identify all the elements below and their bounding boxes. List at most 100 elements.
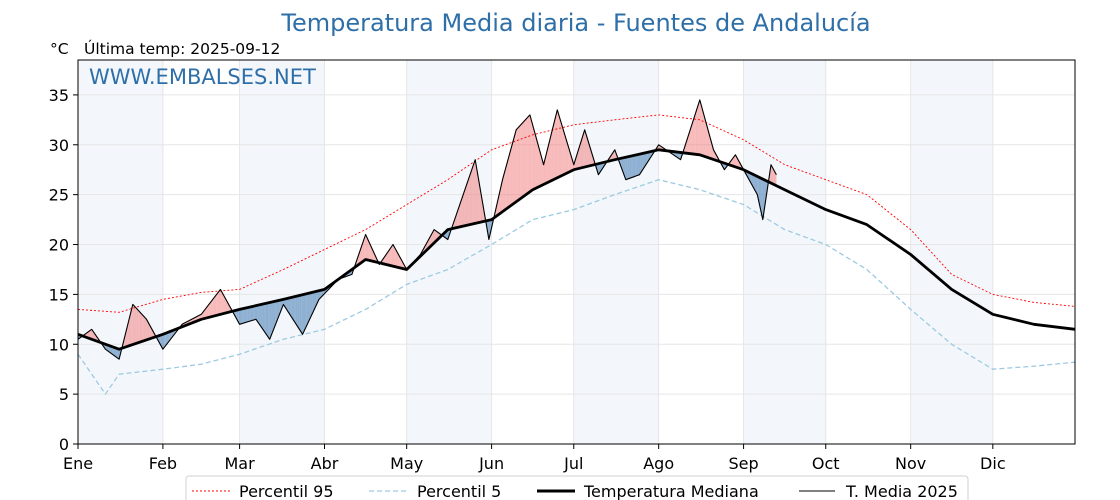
fill-below-median xyxy=(312,292,314,314)
fill-below-median xyxy=(761,178,763,220)
fill-above-median xyxy=(134,305,136,345)
fill-below-median xyxy=(301,294,303,335)
fill-above-median xyxy=(694,112,696,155)
fill-below-median xyxy=(620,158,622,169)
fill-above-median xyxy=(366,237,369,261)
last-temp-label: Última temp: 2025-09-12 xyxy=(84,39,280,58)
month-band xyxy=(573,60,659,444)
plot-frame xyxy=(77,59,1076,445)
fill-above-median xyxy=(368,240,370,261)
month-band xyxy=(406,60,492,444)
fill-below-median xyxy=(636,154,639,176)
fill-above-median xyxy=(770,164,773,184)
fill-below-median xyxy=(313,291,315,312)
fill-above-median xyxy=(536,139,539,188)
fill-above-median xyxy=(458,203,461,228)
fill-above-median xyxy=(512,139,514,205)
x-tick-label: Abr xyxy=(311,454,339,473)
fill-above-median xyxy=(528,114,530,193)
y-tick-label: 30 xyxy=(49,136,69,155)
fill-below-median xyxy=(256,305,258,322)
fill-above-median xyxy=(558,114,561,178)
fill-above-median xyxy=(527,116,529,194)
fill-below-median xyxy=(643,152,645,169)
fill-below-median xyxy=(168,331,170,343)
fill-above-median xyxy=(520,123,522,199)
fill-above-median xyxy=(468,175,470,225)
fill-above-median xyxy=(471,167,473,225)
fill-above-median xyxy=(735,154,737,168)
fill-above-median xyxy=(147,321,150,340)
y-unit-label: °C xyxy=(50,40,69,58)
fill-below-median xyxy=(251,306,254,321)
fill-above-median xyxy=(543,159,546,185)
fill-below-median xyxy=(624,157,626,180)
fill-above-median xyxy=(388,248,391,266)
fill-below-median xyxy=(246,307,248,323)
y-tick-label: 35 xyxy=(49,86,69,105)
fill-above-median xyxy=(698,99,700,155)
fill-below-median xyxy=(247,307,250,322)
fill-above-median xyxy=(557,109,559,178)
fill-above-median xyxy=(364,234,366,261)
fill-above-median xyxy=(772,167,774,185)
fill-below-median xyxy=(638,154,640,176)
fill-above-median xyxy=(394,247,396,267)
x-tick-label: Jul xyxy=(563,454,583,473)
y-tick-label: 20 xyxy=(49,236,69,255)
fill-above-median xyxy=(545,153,547,184)
fill-above-median xyxy=(128,315,131,346)
fill-below-median xyxy=(272,301,274,333)
fill-below-median xyxy=(162,333,165,350)
fill-above-median xyxy=(586,134,588,167)
fill-below-median xyxy=(261,304,263,330)
fill-below-median xyxy=(293,296,295,322)
fill-below-median xyxy=(276,300,278,322)
fill-above-median xyxy=(131,304,133,346)
x-tick-label: Nov xyxy=(895,454,926,473)
fill-above-median xyxy=(390,246,392,266)
fill-above-median xyxy=(560,119,562,177)
fill-above-median xyxy=(210,300,213,317)
fill-below-median xyxy=(269,302,272,340)
fill-above-median xyxy=(703,114,706,157)
fill-above-median xyxy=(477,175,480,223)
fill-below-median xyxy=(625,156,628,180)
fill-above-median xyxy=(691,121,693,154)
fill-above-median xyxy=(369,243,372,261)
fill-above-median xyxy=(499,185,502,214)
fill-above-median xyxy=(461,195,463,227)
fill-above-median xyxy=(521,122,524,198)
fill-above-median xyxy=(538,144,540,188)
fill-above-median xyxy=(518,125,521,200)
fill-above-median xyxy=(465,183,467,226)
fill-below-median xyxy=(628,156,630,179)
fill-below-median xyxy=(632,155,635,178)
fill-below-median xyxy=(271,301,273,336)
fill-above-median xyxy=(391,244,393,267)
fill-above-median xyxy=(224,296,226,314)
fill-above-median xyxy=(701,104,703,156)
fill-below-median xyxy=(299,295,302,333)
line-percentil-95 xyxy=(77,114,1076,313)
fill-below-median xyxy=(254,305,257,320)
fill-above-median xyxy=(568,146,570,173)
fill-above-median xyxy=(212,298,214,317)
fill-below-median xyxy=(116,348,118,359)
line-percentil-5 xyxy=(77,179,1076,396)
fill-below-median xyxy=(275,300,277,326)
fill-below-median xyxy=(294,296,296,324)
fill-above-median xyxy=(223,294,225,314)
month-bands xyxy=(78,60,993,444)
fill-above-median xyxy=(546,148,548,184)
fill-above-median xyxy=(482,199,484,222)
fill-above-median xyxy=(361,242,363,263)
fill-below-median xyxy=(631,155,633,178)
fill-above-median xyxy=(702,109,704,157)
fill-above-median xyxy=(473,159,476,224)
month-band xyxy=(78,60,163,444)
x-axis: Ene Feb Mar Abr May Jun Jul Ago Sep Oct Nov Dic xyxy=(63,444,1006,473)
fill-above-median xyxy=(432,229,435,245)
x-tick-label: Feb xyxy=(149,454,177,473)
legend: Percentil 95 Percentil 5 Temperatura Med… xyxy=(185,475,969,500)
